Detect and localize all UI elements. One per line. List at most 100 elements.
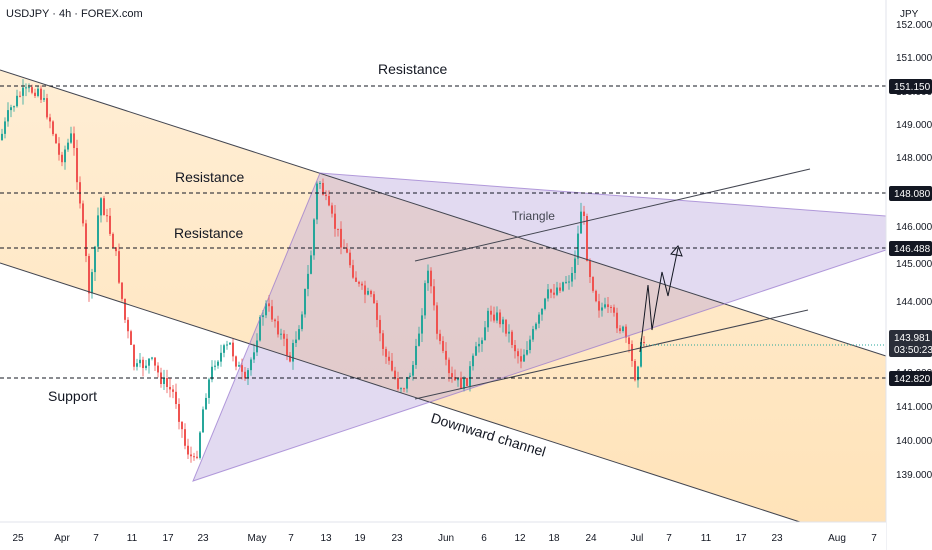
- trendline-upper: [414, 168, 811, 262]
- candle-body: [610, 307, 612, 309]
- candle-body: [439, 333, 441, 341]
- candle-body: [91, 272, 93, 294]
- candle-body: [565, 281, 567, 283]
- candle-body: [622, 326, 624, 331]
- candle-body: [52, 121, 54, 135]
- candle-body: [490, 310, 492, 315]
- candle-body: [442, 340, 444, 351]
- time-axis-panel: [0, 522, 886, 550]
- price-tag-151150: 151.150: [889, 79, 932, 94]
- candle-body: [49, 117, 51, 122]
- channel-upper-line: [0, 69, 887, 357]
- price-tick-label: 140.000: [896, 436, 932, 447]
- candle-body: [10, 107, 12, 111]
- candle-body: [571, 272, 573, 282]
- candle-body: [94, 246, 96, 273]
- price-tag-142820: 142.820: [889, 371, 932, 386]
- triangle-fill: [193, 173, 886, 481]
- candle-body: [196, 456, 198, 458]
- candle-body: [568, 281, 570, 283]
- candle-body: [403, 388, 405, 390]
- candle-body: [325, 194, 327, 197]
- candle-body: [517, 351, 519, 357]
- candle-body: [523, 354, 525, 362]
- candle-body: [640, 341, 642, 367]
- currency-label: JPY: [900, 9, 919, 20]
- candle-body: [31, 87, 33, 93]
- candle-body: [253, 352, 255, 360]
- time-tick-label: 6: [481, 533, 487, 544]
- candle-body: [151, 357, 153, 359]
- candle-body: [454, 377, 456, 381]
- candle-body: [283, 333, 285, 339]
- channel-fill: [0, 70, 886, 522]
- price-tick-label: 148.000: [896, 153, 932, 164]
- candle-body: [7, 110, 9, 122]
- candle-body: [4, 121, 6, 134]
- time-tick-label: 19: [354, 533, 366, 544]
- candle-body: [574, 258, 576, 273]
- candle-body: [556, 287, 558, 295]
- candle-body: [157, 365, 159, 373]
- candle-body: [604, 304, 606, 308]
- candle-body: [25, 87, 27, 89]
- candle-body: [532, 329, 534, 340]
- candle-body: [97, 215, 99, 247]
- candle-body: [307, 273, 309, 289]
- candle-body: [322, 182, 324, 195]
- candle-body: [631, 344, 633, 361]
- annotation-support: Support: [48, 388, 97, 404]
- candle-body: [301, 314, 303, 330]
- candle-body: [406, 376, 408, 389]
- candle-body: [472, 355, 474, 367]
- candle-body: [310, 255, 312, 274]
- candle-body: [235, 356, 237, 367]
- candle-body: [529, 339, 531, 351]
- time-tick-label: May: [248, 533, 267, 544]
- candle-body: [166, 378, 168, 387]
- time-tick-label: Aug: [828, 533, 846, 544]
- candle-body: [61, 154, 63, 163]
- candle-body: [139, 359, 141, 364]
- candle-body: [148, 358, 150, 366]
- candle-body: [76, 148, 78, 183]
- candle-body: [526, 350, 528, 355]
- time-tick-label: 11: [701, 533, 712, 544]
- candle-body: [172, 389, 174, 392]
- time-tick-label: Apr: [54, 533, 70, 544]
- candle-body: [265, 303, 267, 316]
- candle-body: [70, 133, 72, 143]
- candle-body: [295, 339, 297, 343]
- candle-body: [64, 149, 66, 163]
- candle-body: [376, 303, 378, 320]
- candle-body: [433, 286, 435, 306]
- candle-body: [223, 345, 225, 353]
- candle-body: [349, 252, 351, 266]
- candle-body: [562, 282, 564, 291]
- candle-body: [100, 198, 102, 216]
- candle-body: [634, 360, 636, 381]
- candle-body: [229, 342, 231, 345]
- annotation-triangle: Triangle: [512, 209, 555, 223]
- candle-body: [445, 350, 447, 360]
- candle-body: [388, 356, 390, 361]
- candle-body: [163, 378, 165, 385]
- candle-body: [118, 251, 120, 283]
- candle-body: [274, 319, 276, 322]
- price-tag-146488: 146.488: [889, 241, 932, 256]
- candle-body: [268, 303, 270, 307]
- candle-body: [475, 346, 477, 356]
- time-tick-label: 24: [585, 533, 597, 544]
- time-tick-label: 11: [127, 533, 138, 544]
- price-tag-countdown-label: 03:50:23: [894, 345, 932, 356]
- candle-body: [121, 282, 123, 299]
- candle-body: [418, 333, 420, 346]
- candle-body: [313, 219, 315, 256]
- time-tick-label: 25: [12, 533, 24, 544]
- price-tag-current-label: 143.981: [894, 333, 931, 344]
- candle-body: [13, 106, 15, 108]
- candle-body: [187, 445, 189, 455]
- candle-body: [106, 215, 108, 217]
- time-tick-label: 7: [666, 533, 672, 544]
- candle-body: [595, 290, 597, 302]
